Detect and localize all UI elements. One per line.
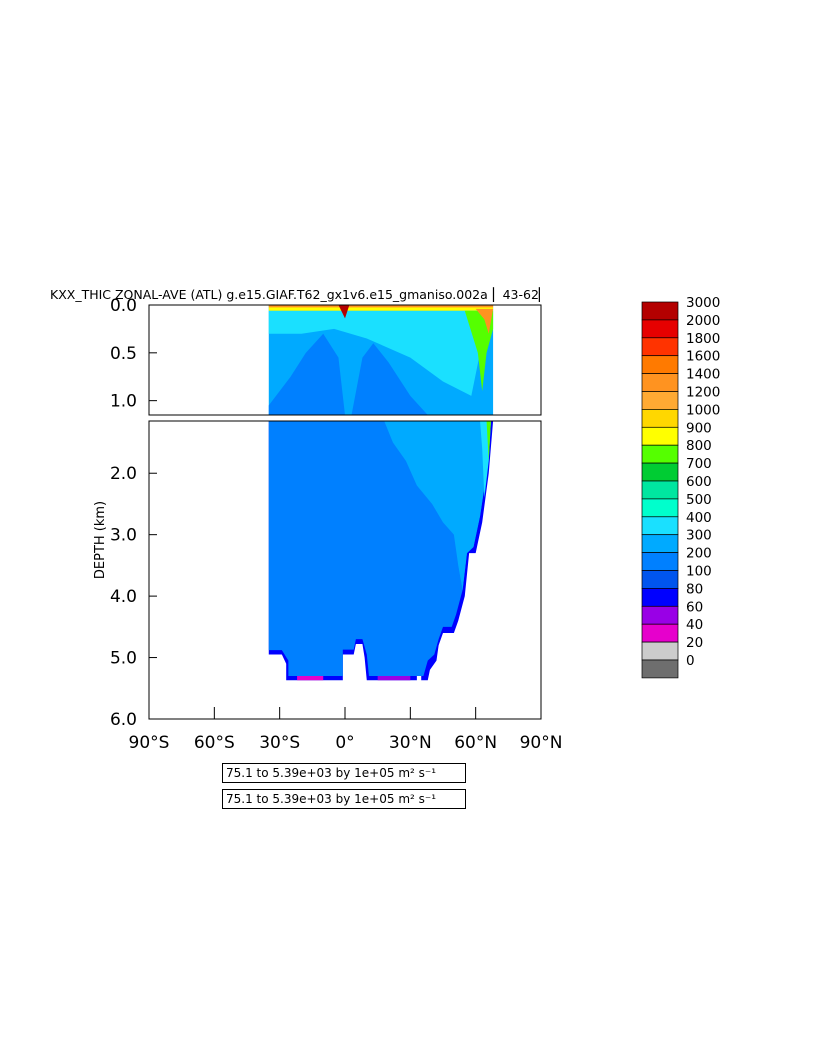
colorbar-swatch: [641, 588, 679, 607]
colorbar-label: 100: [686, 564, 712, 580]
colorbar-label: 2000: [686, 313, 720, 329]
y-tick-label: 0.0: [110, 296, 137, 316]
colorbar-swatch: [641, 498, 679, 518]
colorbar-swatch: [641, 301, 679, 321]
colorbar-swatch: [641, 534, 679, 553]
colorbar-label: 1200: [686, 385, 720, 401]
upper-band-200-north: [351, 343, 428, 415]
colorbar-swatch: [641, 355, 679, 374]
colorbar-swatch: [641, 462, 679, 482]
colorbar-label: 1400: [686, 367, 720, 383]
colorbar-swatch: [641, 570, 679, 589]
y-axis-label: DEPTH (km): [93, 501, 108, 579]
lower-band-800: [486, 421, 491, 461]
colorbar-label: 0: [686, 653, 695, 669]
chart-title: KXX_THIC ZONAL-AVE (ATL) g.e15.GIAF.T62_…: [50, 287, 549, 303]
lower-band-60-south: [297, 675, 324, 681]
x-tick-label: 0°: [335, 733, 354, 753]
colorbar-swatch: [641, 373, 679, 392]
x-tick-label: 30°S: [259, 733, 300, 753]
upper-band-400: [268, 310, 481, 396]
colorbar-swatch: [641, 391, 679, 410]
colorbar-label: 200: [686, 546, 712, 562]
colorbar-label: 1800: [686, 331, 720, 347]
value-range-label: 75.1 to 5.39e+03 by 1e+05 m² s⁻¹: [222, 763, 466, 783]
colorbar-label: 80: [686, 581, 703, 597]
upper-band-1400: [268, 305, 494, 308]
upper-panel-frame: [148, 304, 542, 416]
contour-field: [268, 305, 494, 681]
x-tick-label: 60°N: [454, 733, 497, 753]
lower-panel-field: [268, 421, 494, 681]
axes: 90°S 60°S 30°S 0° 30°N 60°N 90°N 0.0 0.5 1.0 2.0 3.…: [110, 296, 562, 753]
colorbar-label: 300: [686, 528, 712, 544]
y-tick-label: 6.0: [110, 710, 137, 730]
colorbar-label: 700: [686, 456, 712, 472]
colorbar-swatch: [641, 516, 679, 536]
upper-band-900: [268, 305, 494, 311]
colorbar-swatch: [641, 337, 679, 357]
colorbar-swatch: [641, 605, 679, 625]
x-tick-label: 60°S: [194, 733, 235, 753]
colorbar-swatch: [641, 552, 679, 571]
colorbar-label: 1000: [686, 402, 720, 418]
colorbar-label: 1600: [686, 349, 720, 365]
y-tick-label: 2.0: [110, 464, 137, 484]
colorbar-swatch: [641, 426, 679, 446]
upper-band-1400-north: [475, 308, 494, 334]
y-tick-label: 5.0: [110, 649, 137, 669]
x-tick-label: 30°N: [389, 733, 432, 753]
colorbar-label: 500: [686, 492, 712, 508]
lower-band-80-north: [377, 675, 411, 681]
colorbar-label: 900: [686, 420, 712, 436]
value-range-label-secondary: 75.1 to 5.39e+03 by 1e+05 m² s⁻¹: [222, 789, 466, 809]
upper-panel-field: [268, 305, 494, 415]
colorbar-swatch: [641, 319, 679, 339]
colorbar-label: 40: [686, 617, 703, 633]
upper-band-200-south: [268, 333, 345, 415]
lower-band-300: [384, 421, 491, 590]
colorbar-swatch: [641, 623, 679, 643]
colorbar-label: 60: [686, 599, 703, 615]
colorbar-label: 400: [686, 510, 712, 526]
y-tick-label: 0.5: [110, 344, 137, 364]
colorbar-swatch: [641, 480, 679, 500]
colorbar-label: 20: [686, 635, 703, 651]
colorbar-label: 600: [686, 474, 712, 490]
upper-band-800-north: [464, 310, 494, 392]
x-tick-label: 90°N: [520, 733, 563, 753]
x-tick-label: 90°S: [129, 733, 170, 753]
y-tick-label: 3.0: [110, 526, 137, 546]
y-tick-label: 1.0: [110, 392, 137, 412]
colorbar-label: 3000: [686, 295, 720, 311]
colorbar-swatch: [641, 659, 679, 679]
upper-band-3000-equator: [338, 305, 350, 319]
colorbar-swatch: [641, 444, 679, 464]
y-tick-label: 4.0: [110, 587, 137, 607]
colorbar-swatch: [641, 641, 679, 661]
colorbar-label: 800: [686, 438, 712, 454]
colorbar-swatch: [641, 409, 679, 428]
